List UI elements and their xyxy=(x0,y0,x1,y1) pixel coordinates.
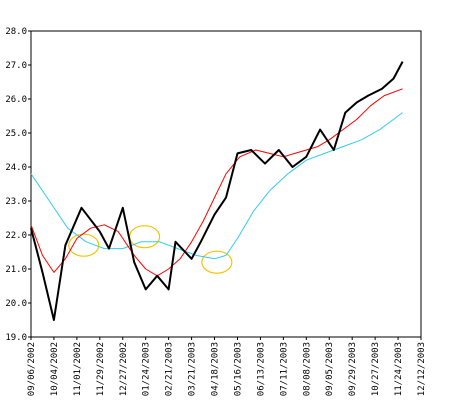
x-tick-label: 04/18/2003 xyxy=(211,342,221,396)
y-tick-label: 28.0 xyxy=(5,27,27,37)
plot-area xyxy=(30,30,422,338)
chart-series xyxy=(30,61,404,321)
x-tick-label: 07/11/2003 xyxy=(279,342,289,396)
y-tick-label: 20.0 xyxy=(5,299,27,309)
y-tick-label: 27.0 xyxy=(5,61,27,71)
x-tick-label: 08/08/2003 xyxy=(302,342,312,396)
y-tick-label: 24.0 xyxy=(5,163,27,173)
series-line xyxy=(30,88,403,277)
plot-border xyxy=(30,30,422,338)
x-axis: 09/06/2002 10/04/2002 11/01/2002 11/29/2002… xyxy=(27,337,427,396)
x-tick-label: 11/01/2002 xyxy=(73,342,83,396)
x-tick-label: 03/21/2003 xyxy=(188,342,198,396)
x-tick-label: 02/21/2003 xyxy=(165,342,175,396)
x-tick-label: 11/29/2002 xyxy=(96,342,106,396)
x-tick-label: 10/27/2003 xyxy=(371,342,381,396)
annotation-ellipse xyxy=(201,250,233,274)
x-tick-label: 06/13/2003 xyxy=(256,342,266,396)
x-tick-label: 09/29/2003 xyxy=(348,342,358,396)
y-axis: 19.0 20.0 21.0 22.0 23.0 24.0 25.0 26.0 27.0 28.0 xyxy=(5,27,31,343)
x-tick-label: 10/04/2002 xyxy=(50,342,60,396)
y-tick-label: 26.0 xyxy=(5,95,27,105)
x-tick-label: 11/24/2003 xyxy=(394,342,404,396)
x-tick-label: 12/12/2003 xyxy=(417,342,427,396)
y-tick-label: 23.0 xyxy=(5,197,27,207)
x-tick-label: 09/05/2003 xyxy=(325,342,335,396)
y-tick-label: 22.0 xyxy=(5,231,27,241)
y-tick-label: 19.0 xyxy=(5,333,27,343)
annotation-ellipse xyxy=(68,233,100,257)
x-tick-label: 01/24/2003 xyxy=(142,342,152,396)
x-tick-label: 12/27/2002 xyxy=(119,342,129,396)
plot-background xyxy=(31,31,421,337)
y-tick-label: 21.0 xyxy=(5,265,27,275)
series-line xyxy=(30,61,404,321)
x-tick-label: 09/06/2002 xyxy=(27,342,37,396)
x-tick-label: 05/16/2003 xyxy=(233,342,243,396)
y-tick-label: 25.0 xyxy=(5,129,27,139)
